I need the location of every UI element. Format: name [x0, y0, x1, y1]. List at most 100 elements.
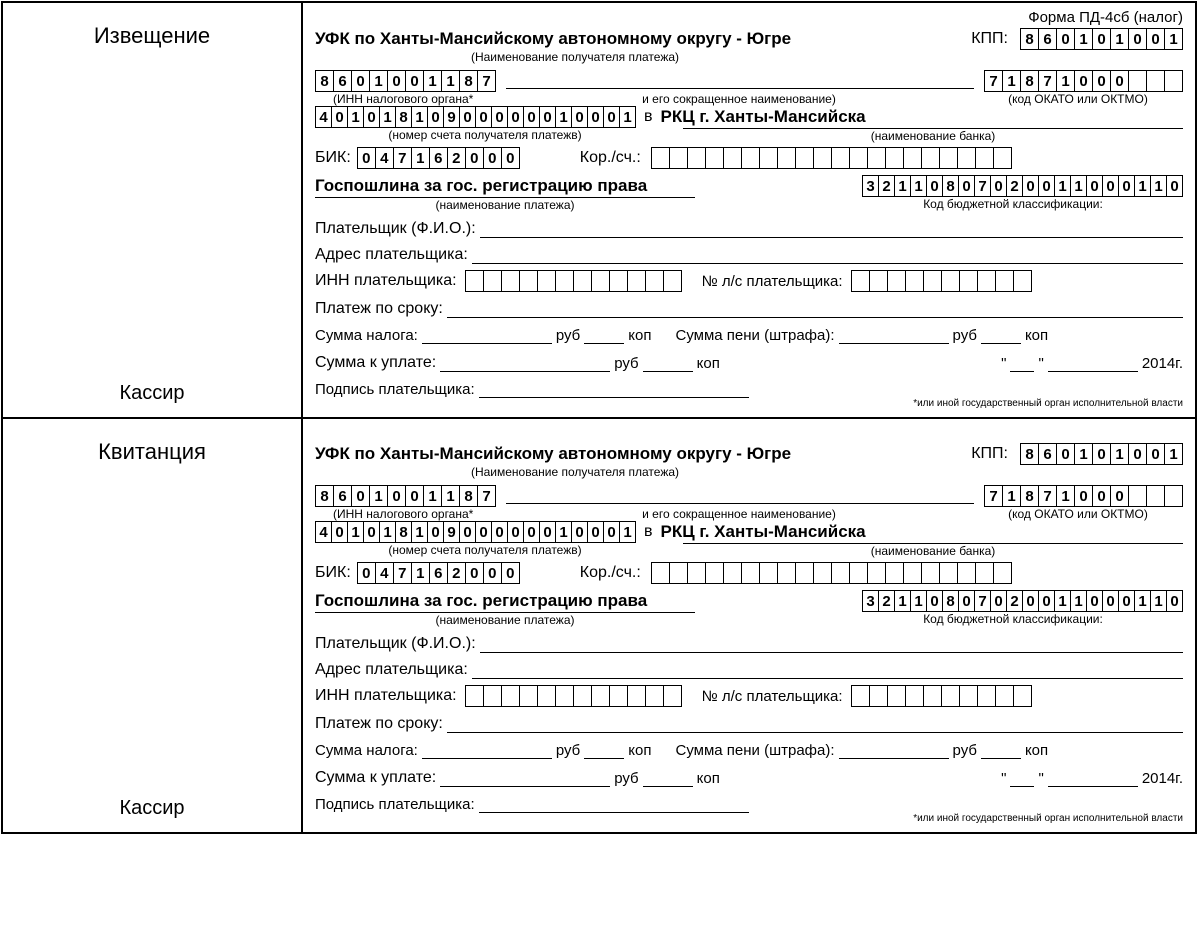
okato-caption: (код ОКАТО или ОКТМО)	[973, 92, 1183, 106]
digit-cell: 0	[958, 175, 975, 197]
tax-rub-field[interactable]	[422, 741, 552, 759]
digit-cell	[669, 147, 688, 169]
tax-kop-field[interactable]	[584, 741, 624, 759]
digit-cell: 0	[571, 106, 588, 128]
digit-cell: 3	[862, 175, 879, 197]
penalty-rub-field[interactable]	[839, 326, 949, 344]
digit-cell: 0	[523, 521, 540, 543]
total-rub-field[interactable]	[440, 354, 610, 372]
date-day-field[interactable]	[1010, 769, 1034, 787]
digit-cell	[483, 270, 502, 292]
digit-cell: 4	[315, 106, 332, 128]
digit-cell	[1146, 485, 1165, 507]
digit-cell: 0	[501, 562, 520, 584]
digit-cell: 2	[878, 590, 895, 612]
date-month-field[interactable]	[1048, 769, 1138, 787]
payer-field[interactable]	[480, 635, 1183, 653]
digit-cell: 0	[539, 106, 556, 128]
digit-cell: 1	[1110, 443, 1129, 465]
penalty-rub-field[interactable]	[839, 741, 949, 759]
digit-cell: 8	[942, 590, 959, 612]
digit-cell: 0	[405, 70, 424, 92]
digit-cell: 1	[411, 106, 428, 128]
deadline-field[interactable]	[447, 300, 1183, 318]
cashier-label: Кассир	[119, 797, 184, 820]
date-month-field[interactable]	[1048, 354, 1138, 372]
digit-cell	[501, 270, 520, 292]
digit-cell: 0	[351, 70, 370, 92]
payment-caption: (наименование платежа)	[315, 198, 695, 212]
inn-payer-label: ИНН плательщика:	[315, 272, 457, 290]
digit-cell: 0	[1038, 175, 1055, 197]
digit-cell: 1	[1134, 175, 1151, 197]
digit-cell	[975, 147, 994, 169]
digit-cell	[537, 685, 556, 707]
digit-cell	[663, 270, 682, 292]
digit-cell: 0	[1102, 175, 1119, 197]
v-label: в	[644, 523, 653, 541]
tax-kop-field[interactable]	[584, 326, 624, 344]
tax-form: Извещение Кассир Форма ПД-4сб (налог) УФ…	[1, 1, 1197, 834]
kor-label: Кор./сч.:	[580, 564, 641, 582]
digit-cell	[573, 270, 592, 292]
digit-cell	[687, 147, 706, 169]
digit-cell: 0	[491, 106, 508, 128]
digit-cell: 1	[619, 521, 636, 543]
deadline-label: Платеж по сроку:	[315, 715, 443, 733]
total-kop-field[interactable]	[643, 354, 693, 372]
digit-cell: 1	[379, 106, 396, 128]
digit-cell: 0	[1118, 175, 1135, 197]
digit-cell	[591, 270, 610, 292]
digit-cell: 0	[523, 106, 540, 128]
address-field[interactable]	[472, 246, 1183, 264]
digit-cell: 0	[990, 175, 1007, 197]
digit-cell: 7	[477, 70, 496, 92]
digit-cell: 0	[1128, 28, 1147, 50]
cell-group: 32110807020011000110	[862, 175, 1183, 197]
digit-cell: 0	[465, 147, 484, 169]
digit-cell: 1	[423, 70, 442, 92]
digit-cell: 7	[393, 147, 412, 169]
digit-cell: 1	[369, 70, 388, 92]
kpp-label: КПП:	[971, 445, 1008, 463]
total-kop-field[interactable]	[643, 769, 693, 787]
digit-cell: 8	[1020, 443, 1039, 465]
sign-field[interactable]	[479, 795, 749, 813]
digit-cell	[975, 562, 994, 584]
tax-rub-field[interactable]	[422, 326, 552, 344]
digit-cell: 0	[1038, 590, 1055, 612]
digit-cell: 4	[375, 147, 394, 169]
sign-field[interactable]	[479, 380, 749, 398]
digit-cell	[831, 147, 850, 169]
deadline-field[interactable]	[447, 715, 1183, 733]
digit-cell: 1	[1074, 443, 1093, 465]
digit-cell: 0	[1118, 590, 1135, 612]
digit-cell: 0	[331, 521, 348, 543]
date-day-field[interactable]	[1010, 354, 1034, 372]
total-rub-field[interactable]	[440, 769, 610, 787]
cell-group	[651, 147, 1012, 169]
digit-cell	[851, 685, 870, 707]
digit-cell	[777, 562, 796, 584]
digit-cell	[795, 147, 814, 169]
digit-cell: 1	[910, 175, 927, 197]
cell-group: 8601001187	[315, 70, 496, 92]
digit-cell: 1	[894, 175, 911, 197]
digit-cell	[887, 270, 906, 292]
footnote: *или иной государственный орган исполнит…	[315, 813, 1183, 824]
payer-field[interactable]	[480, 220, 1183, 238]
digit-cell: 1	[910, 590, 927, 612]
digit-cell: 7	[984, 70, 1003, 92]
digit-cell: 0	[1128, 443, 1147, 465]
digit-cell: 0	[990, 590, 1007, 612]
cell-group: 71871000	[984, 485, 1183, 507]
digit-cell: 0	[331, 106, 348, 128]
payer-label: Плательщик (Ф.И.О.):	[315, 220, 476, 238]
penalty-kop-field[interactable]	[981, 741, 1021, 759]
penalty-kop-field[interactable]	[981, 326, 1021, 344]
digit-cell: 0	[1092, 485, 1111, 507]
address-field[interactable]	[472, 661, 1183, 679]
digit-cell	[759, 562, 778, 584]
bank-caption: (наименование банка)	[683, 129, 1183, 143]
digit-cell: 0	[539, 521, 556, 543]
